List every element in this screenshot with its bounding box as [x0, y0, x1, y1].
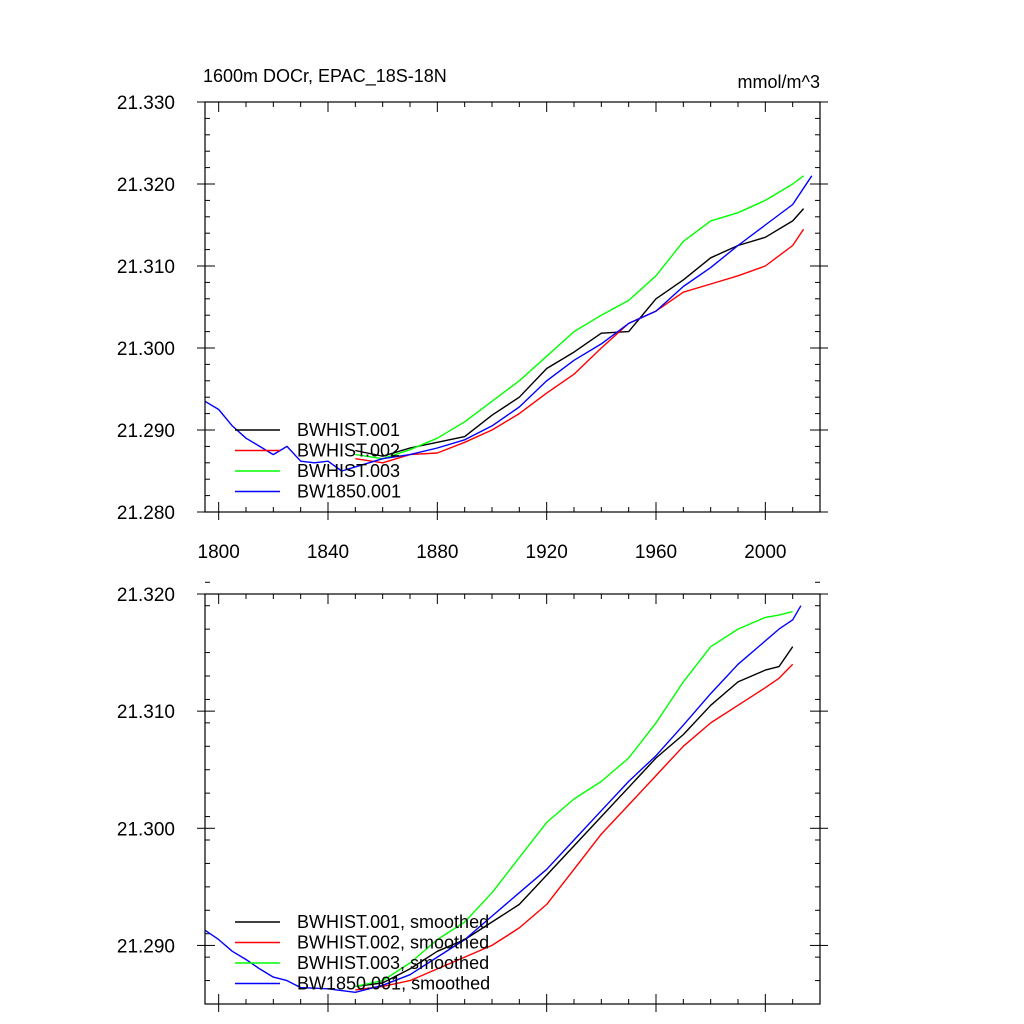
series-line-3 [355, 175, 805, 460]
top-chart-series [204, 175, 813, 472]
series-line-2 [355, 228, 805, 464]
top-chart-units: mmol/m^3 [738, 72, 820, 92]
y-tick-label: 21.310 [117, 702, 175, 723]
legend-label: BWHIST.002, smoothed [297, 933, 489, 953]
top-chart-frame [204, 101, 821, 513]
legend-label: BWHIST.003, smoothed [297, 953, 489, 973]
legend-label: BWHIST.002 [297, 441, 400, 461]
y-tick-label: 21.280 [117, 503, 175, 524]
legend-label: BW1850.001 [297, 482, 401, 502]
top-chart-panel: 1600m DOCr, EPAC_18S-18N mmol/m^3 1800 18… [117, 66, 828, 563]
series-line-4 [204, 175, 813, 472]
x-tick-label: 1880 [416, 542, 458, 563]
legend-label: BWHIST.001 [297, 420, 400, 440]
top-chart-tick-labels: 1800 1840 1880 1920 1960 2000 21.280 21.290 21.3… [117, 93, 787, 563]
y-tick-label: 21.310 [117, 257, 175, 278]
legend-label: BWHIST.001, smoothed [297, 912, 489, 932]
legend-label: BWHIST.003 [297, 461, 400, 481]
y-tick-label: 21.320 [117, 175, 175, 196]
bottom-chart-tick-labels: 21.290 21.300 21.310 21.320 [117, 585, 175, 957]
bottom-chart-ticks [197, 581, 828, 1012]
top-chart-ticks [197, 101, 828, 520]
series-line-1 [355, 646, 794, 988]
x-tick-label: 2000 [744, 542, 786, 563]
series-line-3 [355, 610, 793, 988]
top-chart-title: 1600m DOCr, EPAC_18S-18N [203, 66, 447, 87]
bottom-chart-panel: 21.290 21.300 21.310 21.320 BWHIST.001, smo… [117, 581, 828, 1012]
y-tick-label: 21.290 [117, 936, 175, 957]
y-tick-label: 21.300 [117, 819, 175, 840]
y-tick-label: 21.290 [117, 421, 175, 442]
legend-label: BW1850.001, smoothed [297, 974, 490, 994]
bottom-chart-frame [204, 593, 821, 1005]
x-tick-label: 1840 [307, 542, 349, 563]
x-tick-label: 1920 [526, 542, 568, 563]
y-tick-label: 21.300 [117, 339, 175, 360]
series-line-4 [204, 605, 802, 993]
bottom-chart-series [204, 605, 802, 993]
series-line-1 [355, 208, 805, 457]
x-tick-label: 1960 [635, 542, 677, 563]
x-tick-label: 1800 [198, 542, 240, 563]
series-line-2 [355, 663, 794, 991]
y-tick-label: 21.330 [117, 93, 175, 114]
y-tick-label: 21.320 [117, 585, 175, 606]
